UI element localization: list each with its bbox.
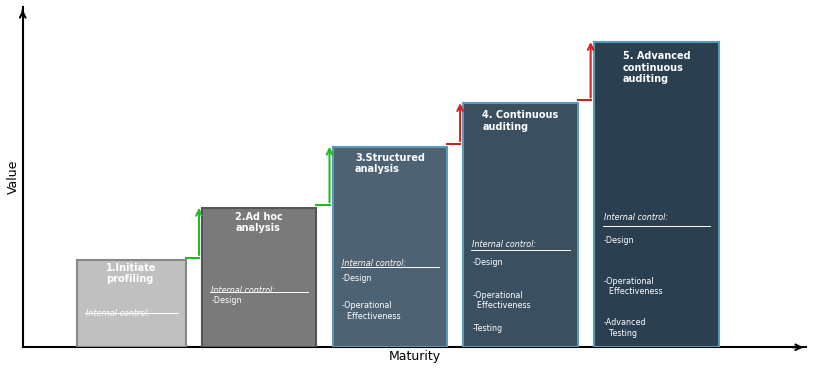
Text: 3.Structured
analysis: 3.Structured analysis: [355, 152, 425, 174]
Text: Internal control:: Internal control:: [342, 259, 406, 268]
Bar: [594, 42, 719, 347]
Y-axis label: Value: Value: [7, 160, 20, 194]
Text: Internal control:: Internal control:: [472, 240, 537, 249]
Text: -Design: -Design: [472, 258, 503, 267]
Text: -Operational
  Effectiveness: -Operational Effectiveness: [342, 301, 401, 320]
Text: 1.Initiate
profiling: 1.Initiate profiling: [107, 263, 157, 284]
X-axis label: Maturity: Maturity: [389, 350, 441, 363]
Text: -Design: -Design: [211, 296, 242, 305]
Text: -Testing: -Testing: [472, 324, 502, 333]
Text: -Design: -Design: [342, 274, 372, 283]
Bar: [333, 147, 447, 347]
Text: 5. Advanced
continuous
auditing: 5. Advanced continuous auditing: [623, 51, 690, 84]
Bar: [463, 103, 577, 347]
Text: 2.Ad hoc
analysis: 2.Ad hoc analysis: [236, 212, 283, 233]
Text: 4. Continuous
auditing: 4. Continuous auditing: [482, 110, 559, 132]
Text: -Operational
  Effectiveness: -Operational Effectiveness: [472, 291, 531, 310]
Text: -Operational
  Effectiveness: -Operational Effectiveness: [604, 277, 663, 296]
Bar: [77, 260, 186, 347]
Text: Internal control:: Internal control:: [86, 309, 150, 318]
Text: Internal control:: Internal control:: [604, 213, 668, 222]
Text: Internal control:: Internal control:: [211, 286, 276, 295]
Text: -Design: -Design: [604, 236, 634, 245]
Text: -Advanced
  Testing: -Advanced Testing: [604, 318, 646, 338]
Bar: [202, 208, 316, 347]
